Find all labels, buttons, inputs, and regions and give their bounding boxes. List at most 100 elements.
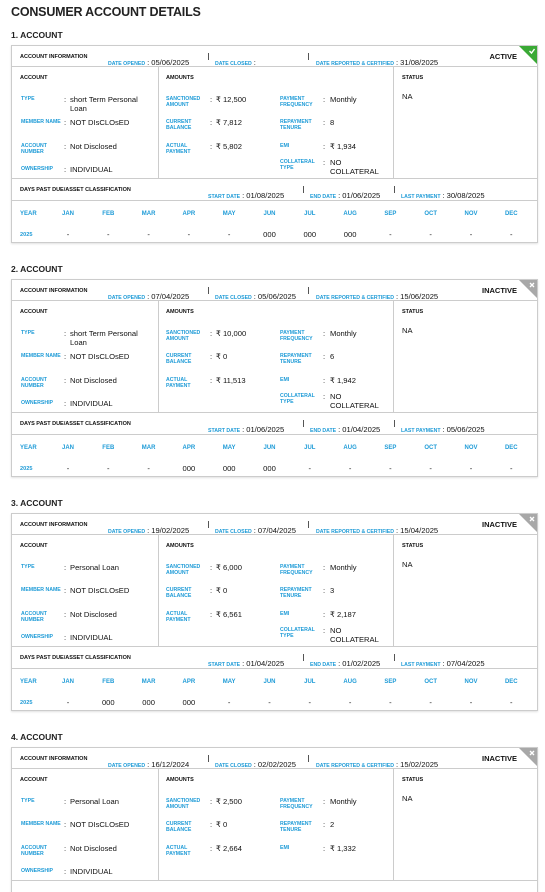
month-header: JAN <box>61 211 74 217</box>
date-reported-value: 31/08/2025 <box>400 58 439 67</box>
emi-label: EMI <box>280 611 290 617</box>
repayment-tenure-label: REPAYMENT TENURE <box>280 353 312 365</box>
date-reported: DATE REPORTED & CERTIFIED:31/08/2025 <box>316 52 438 70</box>
status-column: STATUS NA <box>394 301 537 412</box>
month-value: - <box>429 698 432 707</box>
actual-payment-label: ACTUAL PAYMENT <box>166 377 191 389</box>
start-date-label: START DATE <box>208 428 241 434</box>
payment-frequency-label: PAYMENT FREQUENCY <box>280 96 313 108</box>
month-header: FEB <box>102 211 115 217</box>
separator: : <box>210 95 213 104</box>
amounts-column: AMOUNTS SANCTIONED AMOUNT: ₹ 2,500 CURRENT … <box>158 769 394 880</box>
month-header: SEP <box>384 679 397 685</box>
ownership-label: OWNERSHIP <box>21 400 53 406</box>
last-payment-label: LAST PAYMENT <box>401 428 441 434</box>
payment-frequency-value: Monthly <box>330 797 357 806</box>
collateral-type-value: NO COLLATERAL <box>330 626 379 644</box>
account-heading: 2. ACCOUNT <box>11 264 63 274</box>
month-value: - <box>469 464 473 473</box>
account-number-value: Not Disclosed <box>70 142 117 151</box>
month-header: JAN <box>61 679 74 685</box>
separator: : <box>396 58 399 67</box>
separator: : <box>323 610 326 619</box>
sanctioned-label: SANCTIONED AMOUNT <box>166 96 201 108</box>
date-reported-value: 15/02/2025 <box>400 760 439 769</box>
emi-value: ₹ 1,332 <box>330 844 356 853</box>
separator: : <box>323 797 326 806</box>
dpd-row: DAYS PAST DUE/ASSET CLASSIFICATION START … <box>12 179 537 201</box>
details-row: ACCOUNT TYPE: short Term Personal Loan MEMB… <box>12 67 537 179</box>
start-date-value: 01/06/2025 <box>246 425 285 434</box>
month-value: - <box>227 698 231 707</box>
actual-payment-value: ₹ 11,513 <box>216 376 246 385</box>
ownership-label: OWNERSHIP <box>21 634 53 640</box>
divider <box>308 53 309 60</box>
date-reported: DATE REPORTED & CERTIFIED:15/04/2025 <box>316 520 438 538</box>
date-opened-value: 19/02/2025 <box>151 526 190 535</box>
year-header: YEAR <box>20 211 37 217</box>
last-payment: LAST PAYMENT:07/04/2025 <box>401 653 485 671</box>
month-value: - <box>308 698 312 707</box>
separator: : <box>64 844 67 853</box>
start-date: START DATE:01/06/2025 <box>208 419 284 437</box>
account-column: ACCOUNT TYPE: Personal Loan MEMBER NAME: NOT… <box>12 769 159 880</box>
separator: : <box>323 844 326 853</box>
dpd-row: DAYS PAST DUE/ASSET CLASSIFICATION START … <box>12 647 537 669</box>
account-heading: 3. ACCOUNT <box>11 498 63 508</box>
actual-payment-value: ₹ 6,561 <box>216 610 242 619</box>
status-badge: ACTIVE <box>489 52 517 61</box>
type-value: Personal Loan <box>70 563 119 572</box>
month-header: JUN <box>263 679 276 685</box>
separator: : <box>147 760 150 769</box>
ownership-value: INDIVIDUAL <box>70 165 113 174</box>
separator: : <box>442 659 445 668</box>
divider <box>303 420 304 427</box>
repayment-tenure-value: 2 <box>330 820 335 829</box>
current-balance-label: CURRENT BALANCE <box>166 119 192 131</box>
end-date-value: 01/02/2025 <box>342 659 381 668</box>
month-header: OCT <box>424 445 438 451</box>
inactive-corner <box>519 748 537 766</box>
separator: : <box>210 610 213 619</box>
month-value: - <box>389 698 392 707</box>
member-name-value: NOT DIsCLOsED <box>70 118 130 127</box>
sanctioned-value: ₹ 12,500 <box>216 95 247 104</box>
month-header: DEC <box>504 679 518 685</box>
active-corner <box>519 46 537 64</box>
info-label: ACCOUNT INFORMATION <box>20 522 88 528</box>
divider <box>308 287 309 294</box>
column-header: ACCOUNT <box>20 75 48 81</box>
sanctioned-value: ₹ 6,000 <box>216 563 242 572</box>
divider <box>208 287 209 294</box>
separator: : <box>338 191 341 200</box>
month-header: NOV <box>464 445 478 451</box>
separator: : <box>323 376 326 385</box>
last-payment: LAST PAYMENT:05/06/2025 <box>401 419 485 437</box>
separator: : <box>396 760 399 769</box>
emi-label: EMI <box>280 143 290 149</box>
separator: : <box>210 329 213 338</box>
separator: : <box>64 563 67 572</box>
payment-frequency-value: Monthly <box>330 329 357 338</box>
separator: : <box>64 95 67 104</box>
last-payment-value: 05/06/2025 <box>446 425 485 434</box>
separator: : <box>442 425 445 434</box>
separator: : <box>323 626 326 635</box>
month-header: OCT <box>424 211 438 217</box>
end-date: END DATE:01/04/2025 <box>310 419 380 437</box>
separator: : <box>210 352 213 361</box>
info-row: ACCOUNT INFORMATION DATE OPENED:07/04/202… <box>12 280 537 301</box>
date-opened-value: 07/04/2025 <box>151 292 190 301</box>
account-number-label: ACCOUNT NUMBER <box>21 845 47 857</box>
month-value: - <box>389 230 392 239</box>
dpd-table: YEAR 2025 JAN - FEB - MAR - APR 000 MAY 000 JUN 000 JU… <box>12 435 537 476</box>
month-value: - <box>510 230 513 239</box>
date-opened-label: DATE OPENED <box>108 295 146 301</box>
month-value: 000 <box>101 698 115 707</box>
sanctioned-label: SANCTIONED AMOUNT <box>166 564 201 576</box>
account-number-label: ACCOUNT NUMBER <box>21 377 47 389</box>
month-header: AUG <box>343 211 357 217</box>
collateral-type-label: COLLATERAL TYPE <box>280 393 315 405</box>
column-header: ACCOUNT <box>20 777 48 783</box>
separator: : <box>210 118 213 127</box>
